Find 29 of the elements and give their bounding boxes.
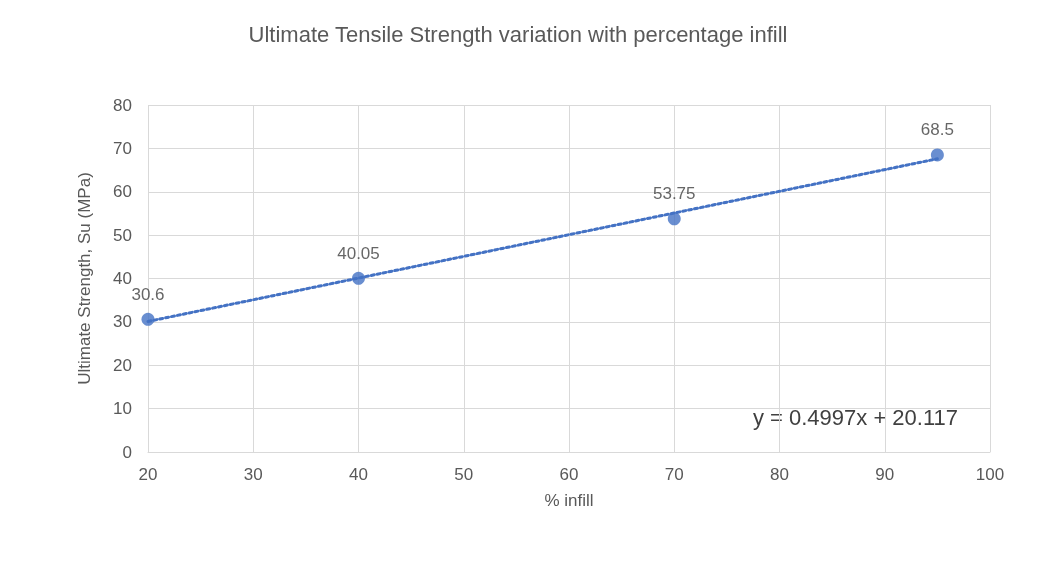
point	[667, 212, 681, 226]
y-tick-label: 60	[113, 182, 132, 202]
x-tick-label: 50	[454, 465, 474, 484]
point	[352, 271, 365, 285]
data-label: 53.75	[652, 184, 696, 204]
x-tick-label: 60	[559, 465, 579, 484]
data-label: 40.05	[337, 243, 380, 263]
x-tick-label: 70	[664, 465, 684, 484]
point	[930, 148, 944, 162]
y-tick-label: 70	[113, 138, 132, 158]
x-axis-title: % infill	[544, 491, 594, 510]
x-tick-label: 100	[975, 465, 1005, 484]
x-tick-label: 20	[138, 465, 158, 484]
x-tick-label: 90	[875, 465, 895, 484]
point	[141, 312, 155, 326]
y-tick-label: 50	[113, 225, 132, 245]
y-tick-label: 10	[113, 399, 132, 419]
y-tick-label: 20	[113, 355, 132, 375]
y-tick-label: 40	[113, 269, 132, 288]
x-tick-label: 40	[349, 465, 368, 484]
y-axis-title: Ultimate Strength, Su (MPa)	[75, 172, 94, 385]
y-tick-label: 0	[122, 442, 132, 462]
y-tick-label: 80	[113, 95, 132, 115]
y-tick-label: 30	[113, 312, 132, 332]
data-label: 30.6	[131, 284, 165, 304]
x-tick-label: 80	[770, 465, 789, 484]
x-tick-label: 30	[243, 465, 263, 484]
data-label: 68.5	[920, 120, 954, 140]
chart-title: Ultimate Tensile Strength variation with percentage infill	[248, 21, 788, 47]
